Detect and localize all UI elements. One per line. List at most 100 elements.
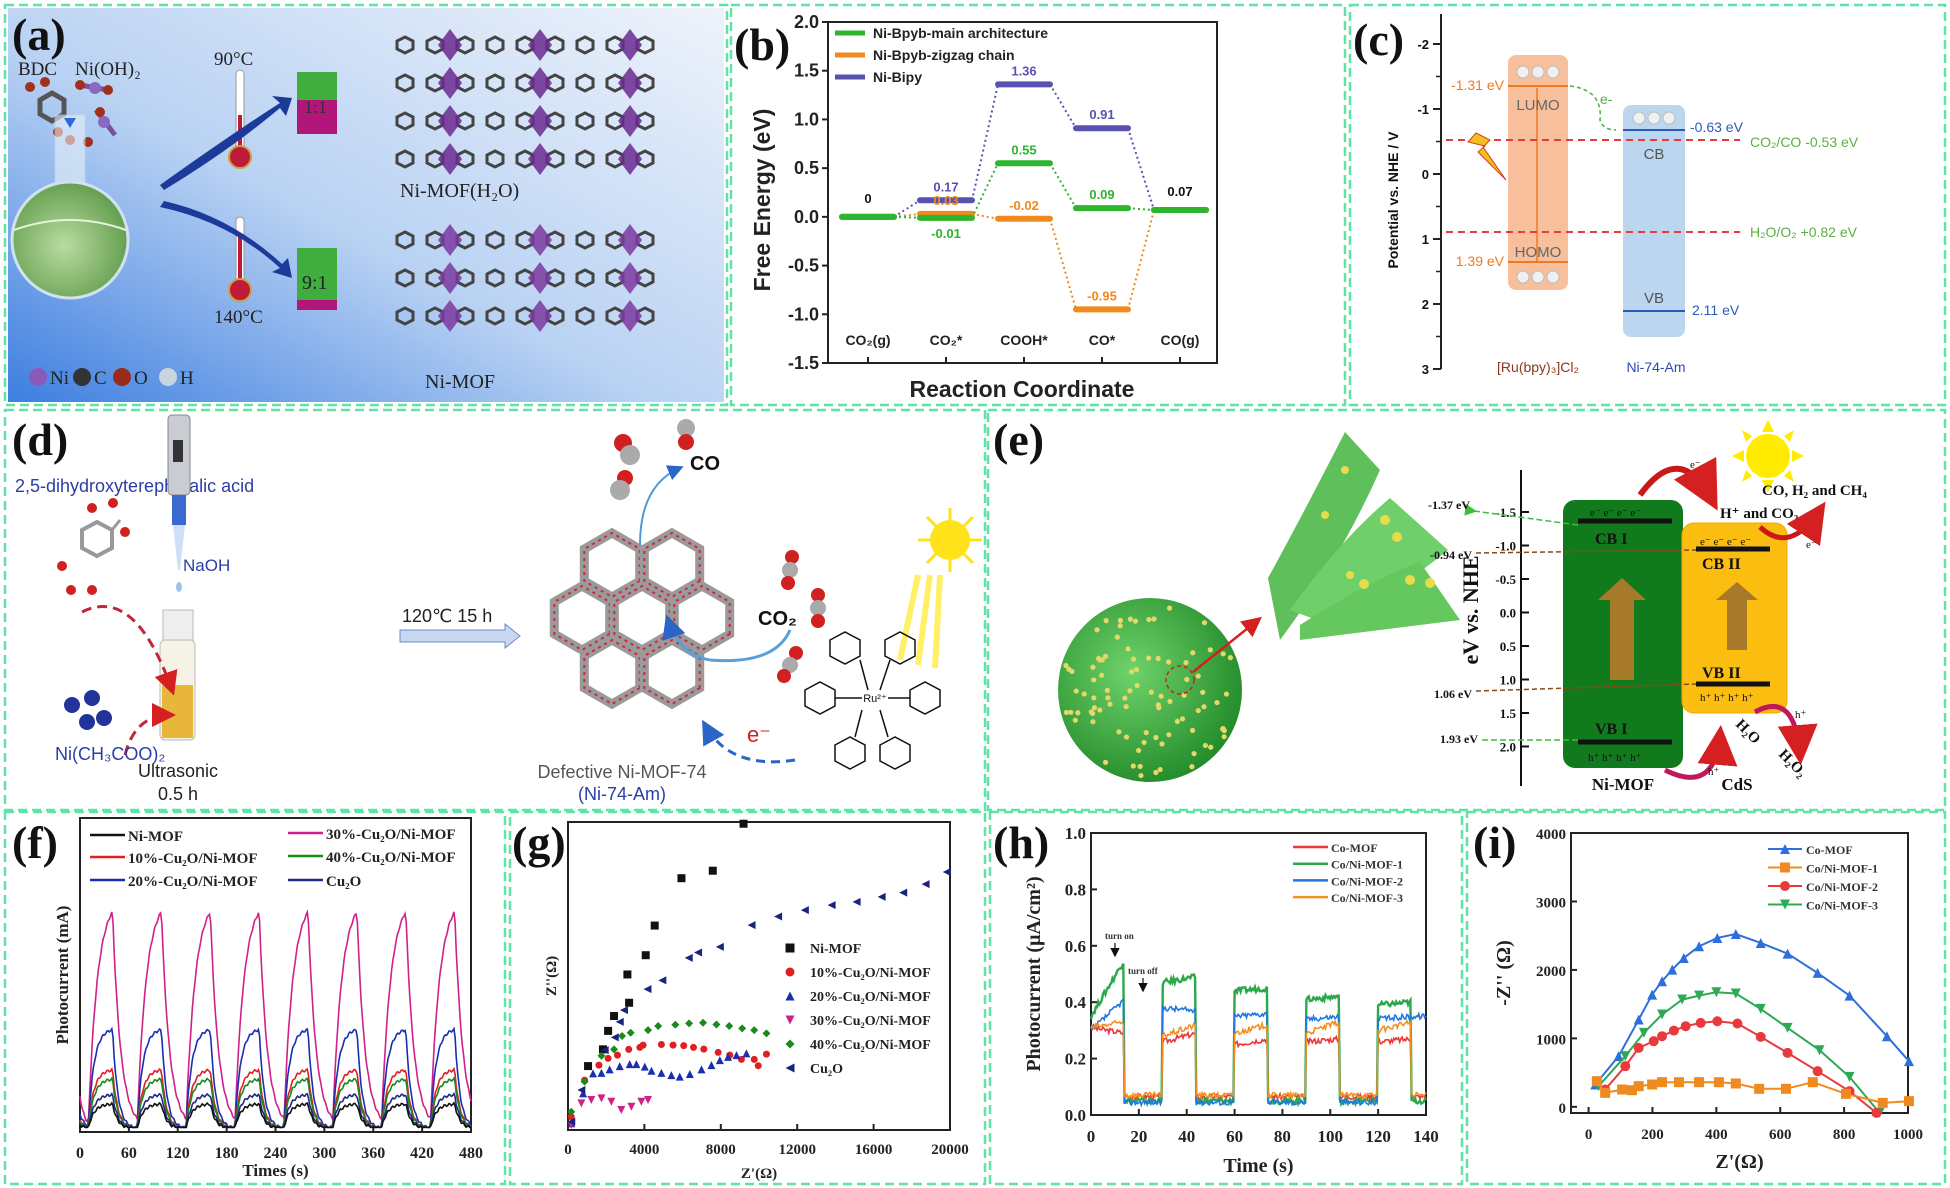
x-axis-label: Z'(Ω) [741, 1166, 777, 1182]
panel-i-border [1465, 810, 1947, 1186]
y-tick-label: -1.0 [788, 304, 819, 324]
cds-particle-icon [1127, 688, 1133, 694]
legend-marker [785, 1039, 795, 1049]
data-point [1807, 1077, 1818, 1088]
panel-e-band-diagram: (e) -1.5 -1.0 -0.5 0.0 0.5 1.0 1.5 2.0 eV vs. N… [993, 414, 1867, 794]
x-tick-label: 20000 [931, 1142, 969, 1158]
x-tick-label: 180 [215, 1145, 239, 1162]
data-point [610, 1045, 619, 1054]
vb1-holes: h⁺ h⁺ h⁺ h⁺ [1588, 752, 1642, 764]
legend-label: Ni-MOF [810, 942, 861, 957]
data-point [739, 819, 748, 828]
data-point [724, 1052, 733, 1061]
data-point [1812, 967, 1823, 978]
cds-particle-icon [1107, 701, 1113, 707]
y-axis-label: Photocurrent (μA/cm²) [1023, 876, 1045, 1071]
co2-molecules-icon [777, 550, 826, 683]
data-point [654, 1022, 663, 1031]
legend-marker [1780, 881, 1790, 891]
energy-connector [1127, 209, 1155, 310]
x-category-label: CO₂* [930, 332, 963, 348]
panel-d-label: (d) [12, 414, 68, 465]
cds-ni-mof-sphere-icon [1058, 598, 1242, 782]
energy-value-label: -0.02 [1009, 198, 1039, 213]
linker-ring-icon [575, 268, 595, 288]
legend-o: O [134, 368, 148, 389]
cds-particle-icon [1130, 763, 1136, 769]
energy-tick-label: 1.5 [1500, 706, 1517, 721]
data-point [1600, 1087, 1611, 1098]
data-point [1814, 1045, 1825, 1056]
linker-ring-icon [575, 73, 595, 93]
legend-marker [785, 1015, 795, 1025]
legend-label: Co/Ni-MOF-2 [1331, 874, 1403, 888]
legend-label: Co/Ni-MOF-3 [1331, 891, 1403, 905]
ni-mof-74-framework [549, 527, 735, 710]
data-point [587, 1095, 596, 1104]
cds-particle-icon [1155, 655, 1161, 662]
flask-icon [10, 114, 130, 300]
x-axis-label: Times (s) [242, 1161, 308, 1180]
cds-particle-icon [1123, 703, 1129, 710]
y-tick-label: 4000 [1536, 827, 1566, 843]
data-point [774, 912, 783, 921]
data-point [707, 1061, 716, 1070]
legend-label: Ni-MOF [128, 829, 183, 845]
y-tick-label: 0.2 [1065, 1050, 1086, 1069]
ni-octahedron-icon [438, 262, 462, 294]
energy-value-label: -0.95 [1087, 288, 1117, 303]
cds-particle-icon [1153, 769, 1159, 776]
acid-addition-arrow [81, 605, 178, 696]
legend-label: Co/Ni-MOF-1 [1331, 858, 1403, 872]
x-category-label: CO₂(g) [845, 332, 890, 348]
panel-c-band-diagram: (c) -2 -1 0 1 2 3 Potential vs. NHE / V e- -1… [1353, 14, 1859, 377]
y-tick-label: 0.0 [1065, 1106, 1086, 1125]
x-category-label: COOH* [1000, 332, 1048, 348]
cds-particle-icon [1146, 655, 1152, 661]
data-point [626, 1028, 635, 1037]
data-point [1782, 948, 1793, 959]
product-2-label: Ni-MOF [425, 371, 495, 393]
energy-value-label: 0 [864, 191, 871, 206]
co-molecules-icon [610, 419, 695, 500]
ni-octahedron-icon [528, 29, 552, 61]
cds-particle-icon [1227, 655, 1234, 661]
cds-label: CdS [1721, 775, 1752, 794]
panel-f-photocurrent-chart: (f) 0 60 120 180 240 300 360 420 480 Times (s) Pho… [12, 817, 483, 1180]
cds-particle-icon [1157, 766, 1163, 773]
nickel-addition-arrow [123, 703, 176, 756]
potential-tick-label: -2 [1417, 37, 1429, 52]
energy-connector [1127, 127, 1155, 211]
data-point [657, 1041, 665, 1049]
cds-particle-icon [1072, 717, 1078, 723]
cds-particle-icon [1073, 688, 1079, 694]
cds-particle-icon [1201, 704, 1207, 710]
cds-particle-icon [1099, 672, 1105, 678]
data-point [632, 1060, 641, 1069]
co2-co-label: CO₂/CO -0.53 eV [1750, 134, 1859, 150]
panel-borders [3, 3, 1947, 1186]
potential-axis-ticks: -2 -1 0 1 2 3 [1417, 37, 1441, 377]
data-point [1711, 987, 1722, 998]
y-axis-label: Free Energy (eV) [749, 109, 775, 292]
ultrasonic-time: 0.5 h [158, 784, 198, 804]
data-point [750, 1026, 759, 1035]
data-point [1695, 1017, 1706, 1028]
legend-ni: Ni [50, 368, 69, 389]
ni-octahedron-icon [528, 67, 552, 99]
data-point [680, 1042, 688, 1050]
cds-particle-icon [1090, 710, 1096, 717]
y-tick-label: 2.0 [794, 12, 819, 32]
electron-label: e⁻ [747, 722, 771, 747]
plot-frame [827, 21, 1218, 364]
ni-mof-structure [395, 224, 655, 332]
data-point [567, 1113, 575, 1121]
lumo-value: -1.31 eV [1451, 77, 1505, 93]
data-point [715, 942, 724, 951]
x-tick-label: 80 [1274, 1127, 1291, 1146]
data-point [625, 1045, 633, 1053]
y-tick-label: -0.5 [788, 256, 819, 276]
vb1-value: 1.93 eV [1440, 732, 1478, 746]
atom-legend: Ni C O H [29, 368, 194, 389]
product-label: Defective Ni-MOF-74 [537, 762, 706, 782]
